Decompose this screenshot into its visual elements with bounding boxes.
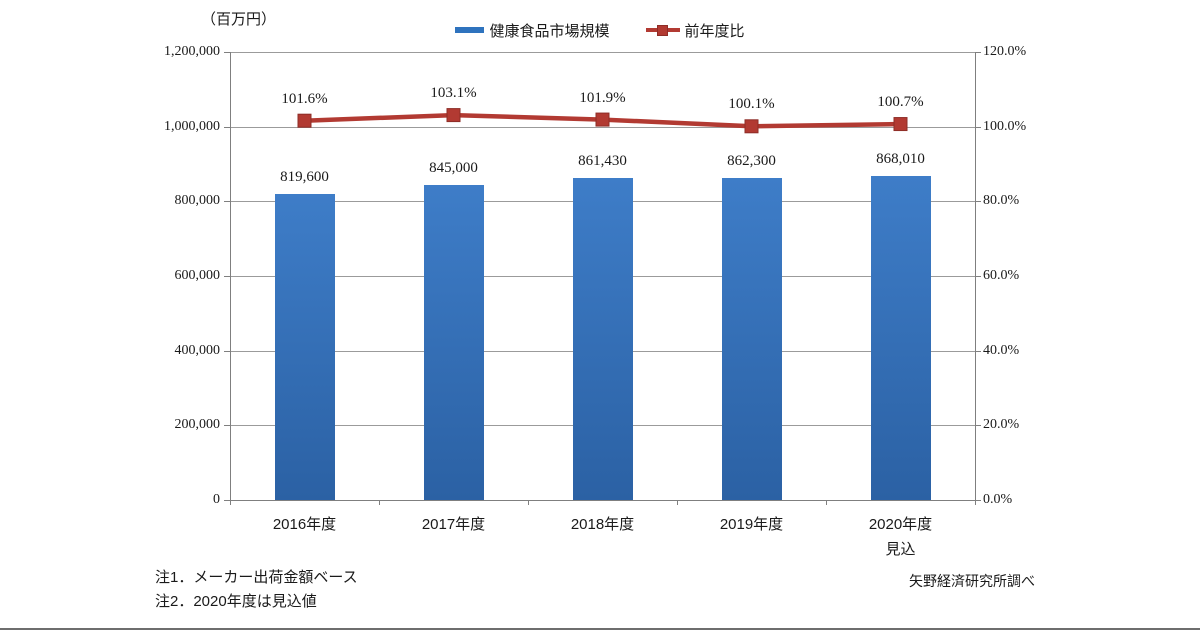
y-axis-label-left: 200,000 (174, 417, 221, 432)
y-axis-label-right: 20.0% (983, 417, 1020, 432)
note-2: 注2．2020年度は見込値 (155, 593, 317, 610)
x-axis-tick (975, 500, 976, 505)
x-axis-tick (826, 500, 827, 505)
x-axis-category-label: 2019年度 (719, 516, 784, 533)
y-axis-label-right: 0.0% (983, 492, 1013, 507)
line-value-label: 103.1% (430, 85, 477, 102)
x-axis-tick (230, 500, 231, 505)
x-axis-category-label: 2018年度 (570, 516, 635, 533)
bar-value-label: 868,010 (876, 150, 925, 167)
y-axis-tick-left (224, 201, 230, 202)
line-marker (893, 117, 908, 132)
legend-label: 健康食品市場規模 (489, 22, 610, 40)
legend-label: 前年度比 (684, 22, 745, 40)
y-axis-tick-right (975, 351, 981, 352)
y-axis-tick-right (975, 201, 981, 202)
legend-line-marker (656, 24, 668, 36)
y-axis-tick-right (975, 500, 981, 501)
line-marker (446, 108, 461, 123)
source-credit: 矢野経済研究所調べ (909, 573, 1035, 589)
bar-value-label: 819,600 (280, 169, 329, 186)
x-axis-tick (528, 500, 529, 505)
bar (721, 178, 782, 500)
line-value-label: 101.9% (579, 89, 626, 106)
y-axis-tick-right (975, 425, 981, 426)
line-marker (595, 112, 610, 127)
line-series (297, 108, 908, 134)
line-value-label: 100.7% (877, 94, 924, 111)
y-axis-label-right: 80.0% (983, 193, 1020, 208)
note-1: 注1．メーカー出荷金額ベース (155, 569, 358, 586)
bottom-divider (0, 628, 1200, 630)
bar (423, 184, 484, 500)
x-axis-line (230, 500, 976, 501)
line-marker (744, 119, 759, 134)
bar (572, 178, 633, 500)
bar-value-label: 861,430 (578, 153, 627, 170)
y-axis-tick-left (224, 276, 230, 277)
y-axis-unit-label: （百万円） (201, 11, 277, 28)
gridline (230, 127, 975, 128)
bar (274, 194, 335, 500)
y-axis-label-left: 400,000 (174, 343, 221, 358)
line-value-label: 100.1% (728, 96, 775, 113)
line-marker (297, 113, 312, 128)
y-axis-line-right (975, 52, 976, 500)
bar-value-label: 862,300 (727, 153, 776, 170)
x-axis-tick (379, 500, 380, 505)
y-axis-label-right: 120.0% (983, 44, 1027, 59)
x-axis-tick (677, 500, 678, 505)
legend-item-market-size: 健康食品市場規模 (455, 20, 610, 41)
line-value-label: 101.6% (281, 90, 328, 107)
y-axis-label-left: 1,000,000 (164, 119, 220, 134)
x-axis-category-label: 2020年度 見込 (868, 516, 933, 558)
bar (870, 175, 931, 500)
x-axis-category-label: 2016年度 (272, 516, 337, 533)
y-axis-label-right: 60.0% (983, 268, 1020, 283)
y-axis-tick-left (224, 52, 230, 53)
y-axis-label-left: 0 (213, 492, 220, 507)
y-axis-tick-left (224, 425, 230, 426)
y-axis-tick-left (224, 351, 230, 352)
y-axis-label-right: 100.0% (983, 119, 1027, 134)
chart-notes: 注1．メーカー出荷金額ベース 注2．2020年度は見込値 (155, 566, 358, 614)
y-axis-tick-left (224, 500, 230, 501)
legend-item-yoy-ratio: 前年度比 (645, 20, 745, 41)
y-axis-tick-left (224, 127, 230, 128)
legend-line-swatch (645, 24, 680, 37)
y-axis-label-left: 800,000 (174, 193, 221, 208)
y-axis-line-left (230, 52, 231, 500)
y-axis-tick-right (975, 127, 981, 128)
y-axis-label-left: 600,000 (174, 268, 221, 283)
bar-value-label: 845,000 (429, 159, 478, 176)
x-axis-category-label: 2017年度 (421, 516, 486, 533)
y-axis-label-left: 1,200,000 (164, 44, 220, 59)
y-axis-tick-right (975, 276, 981, 277)
legend-bar-swatch (455, 27, 485, 33)
y-axis-tick-right (975, 52, 981, 53)
chart-legend: 健康食品市場規模 前年度比 (0, 20, 1200, 40)
gridline (230, 52, 975, 53)
y-axis-label-right: 40.0% (983, 343, 1020, 358)
